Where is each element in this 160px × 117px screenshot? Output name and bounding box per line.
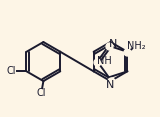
- Text: NH: NH: [97, 56, 112, 66]
- Text: NH₂: NH₂: [127, 41, 146, 51]
- Text: N: N: [106, 80, 114, 90]
- Text: N: N: [109, 39, 117, 49]
- Text: Cl: Cl: [6, 66, 16, 76]
- Text: Cl: Cl: [37, 88, 46, 98]
